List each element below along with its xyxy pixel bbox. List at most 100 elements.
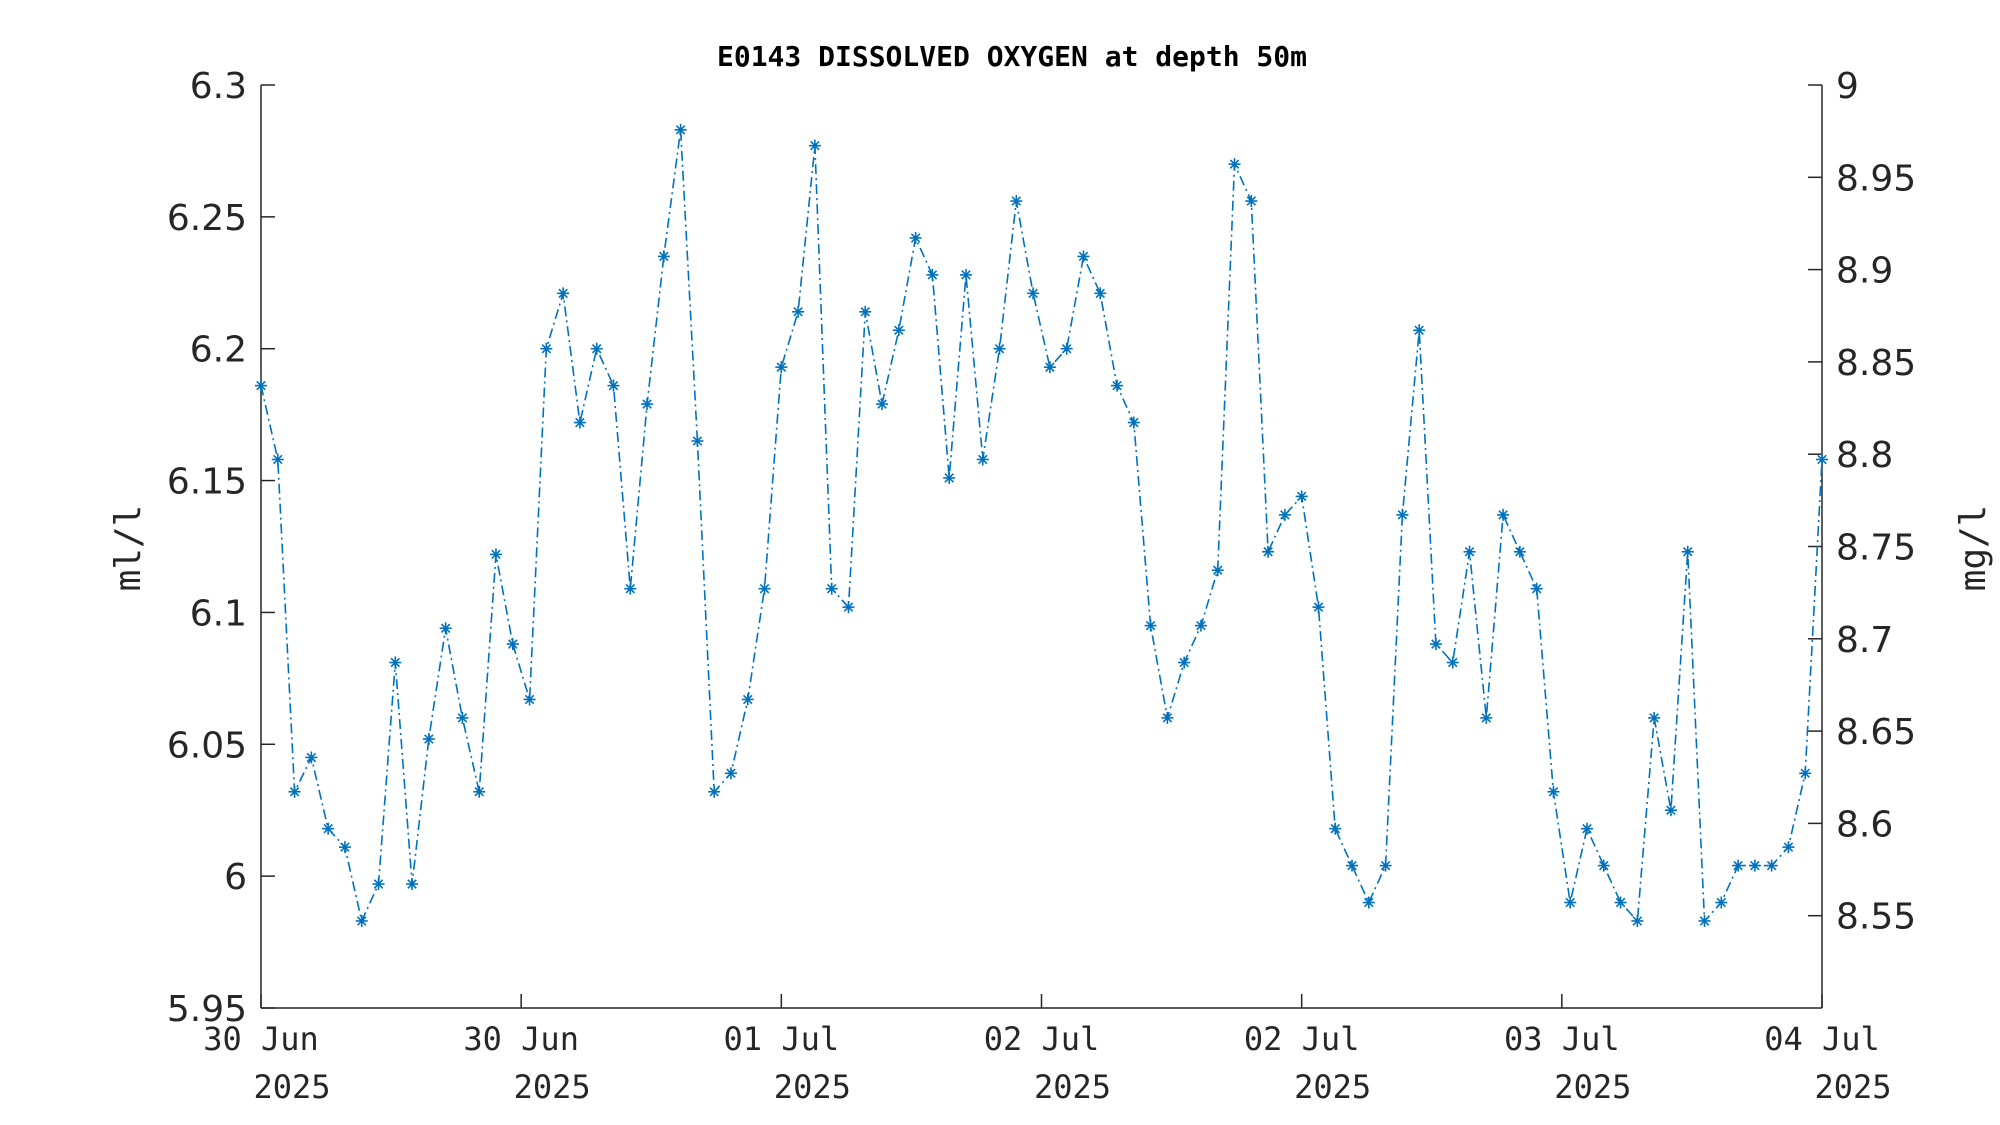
data-point [372,878,385,891]
data-point [1362,896,1375,909]
data-point [1564,896,1577,909]
right-y-tick-label: 8.6 [1836,804,1893,845]
data-point [892,324,905,337]
plot-axes [260,85,1823,1009]
x-tick-day-label: 04 Jul [1764,1020,1880,1058]
data-point [1480,711,1493,724]
data-point [792,305,805,318]
left-y-tick-label: 6.1 [190,593,247,634]
data-point [473,785,486,798]
data-point [993,342,1006,355]
data-point [1379,859,1392,872]
data-point [523,693,536,706]
left-y-tick-label: 6.15 [167,462,247,503]
data-point [406,878,419,891]
left-y-tick-label: 6.3 [190,66,247,107]
data-point [1228,158,1241,171]
data-point [1513,545,1526,558]
data-point [439,622,452,635]
data-point [573,416,586,429]
right-y-tick-label: 9 [1836,66,1859,107]
data-point [322,822,335,835]
x-tick-year-label: 2025 [514,1068,591,1106]
data-point [758,582,771,595]
data-point [959,268,972,281]
data-point [724,767,737,780]
data-point [1043,361,1056,374]
data-point [1144,619,1157,632]
data-point [1010,195,1023,208]
right-y-tick-label: 8.9 [1836,251,1893,292]
data-point [540,342,553,355]
data-point [943,471,956,484]
data-point [1547,785,1560,798]
data-point [674,123,687,136]
data-point [708,785,721,798]
data-point [607,379,620,392]
data-point [271,453,284,466]
data-point [1597,859,1610,872]
data-point [1614,896,1627,909]
x-tick-year-label: 2025 [1294,1068,1371,1106]
x-tick-day-label: 02 Jul [984,1020,1100,1058]
data-point [926,268,939,281]
left-y-tick-label: 5.95 [167,989,247,1030]
left-y-ticks: 5.95 6 6.05 6.1 6.15 6.2 6.25 6.3 [167,66,275,1030]
data-point [355,914,368,927]
data-point [1816,453,1828,466]
series-line [260,129,1823,924]
left-y-tick-label: 6.2 [190,330,247,371]
data-point [1681,545,1694,558]
data-point [1581,822,1594,835]
right-y-ticks: 8.55 8.6 8.65 8.7 8.75 8.8 8.85 8.9 8.95 9 [1808,66,1916,938]
right-y-tick-label: 8.55 [1836,897,1916,938]
data-point [1295,490,1308,503]
x-tick-year-label: 2025 [253,1068,330,1106]
data-point [422,733,435,746]
data-point [1245,195,1258,208]
x-tick-year-label: 2025 [1034,1068,1111,1106]
data-point [489,548,502,561]
data-point [1631,914,1644,927]
data-point [1278,508,1291,521]
data-point [1664,804,1677,817]
data-point [641,398,654,411]
data-point [1463,545,1476,558]
data-point [1094,287,1107,300]
data-point [1346,859,1359,872]
x-tick-year-label: 2025 [1554,1068,1631,1106]
data-point [590,342,603,355]
x-tick-day-label: 30 Jun [203,1020,319,1058]
data-point [1732,859,1745,872]
x-tick-year-label: 2025 [774,1068,851,1106]
data-point [808,139,821,152]
data-point [775,361,788,374]
data-point [1060,342,1073,355]
data-point [1194,619,1207,632]
data-point [1262,545,1275,558]
chart-title: E0143 DISSOLVED OXYGEN at depth 50m [717,40,1307,73]
data-point [1497,508,1510,521]
data-point [691,435,704,448]
data-point [338,841,351,854]
data-point [1765,859,1778,872]
data-point [1161,711,1174,724]
data-point [456,711,469,724]
right-y-tick-label: 8.85 [1836,343,1916,384]
data-point [1715,896,1728,909]
data-point [389,656,402,669]
data-point [288,785,301,798]
right-y-tick-label: 8.7 [1836,620,1893,661]
data-point [976,453,989,466]
left-y-tick-label: 6.05 [167,725,247,766]
data-point [1111,379,1124,392]
right-y-tick-label: 8.75 [1836,528,1916,569]
data-point [1312,601,1325,614]
data-point [859,305,872,318]
data-point [1429,638,1442,651]
data-point [305,751,318,764]
data-point [506,638,519,651]
data-point [1211,564,1224,577]
data-point [1648,711,1661,724]
